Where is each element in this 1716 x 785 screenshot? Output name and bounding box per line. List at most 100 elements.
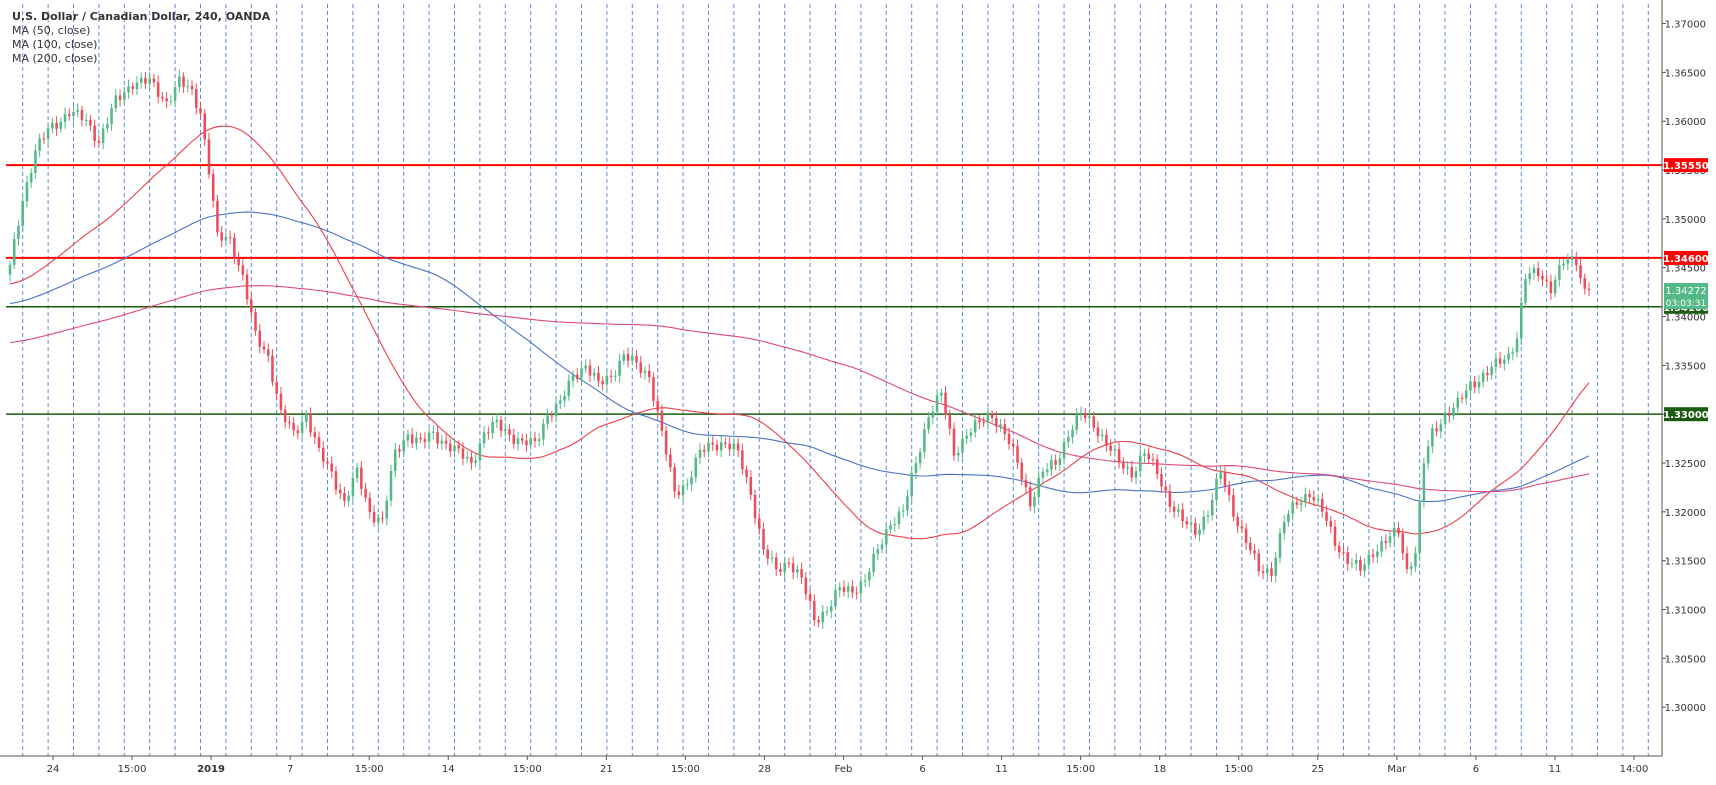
candle <box>1041 467 1045 485</box>
candle-body <box>207 139 211 175</box>
candle <box>423 432 427 449</box>
candle <box>8 260 12 282</box>
candle <box>499 415 503 438</box>
candle-body <box>182 76 185 87</box>
candle <box>262 341 266 354</box>
candle <box>1342 545 1345 557</box>
candle-body <box>1397 527 1400 534</box>
candle-body <box>1350 563 1354 565</box>
candle-body <box>732 443 736 450</box>
candle-body <box>317 437 321 448</box>
candle <box>186 79 190 93</box>
candle <box>211 168 215 208</box>
candle-body <box>1189 522 1193 525</box>
candle-body <box>897 511 901 525</box>
candle <box>224 232 228 246</box>
candle <box>1473 375 1476 394</box>
candle-body <box>1155 459 1159 475</box>
time-axis: 24 15:00 2019 7 15:00 14 15:00 21 15:00 28 Feb 6 11 1… <box>0 755 1662 775</box>
candle <box>385 495 389 526</box>
candle <box>275 377 278 401</box>
candle-body <box>1414 553 1417 567</box>
candle-body <box>529 438 532 446</box>
candle-body <box>470 456 473 463</box>
candle-body <box>745 469 748 477</box>
candle-body <box>702 449 706 452</box>
candle-body <box>1507 353 1510 360</box>
candle-body <box>995 417 998 427</box>
candle-body <box>427 432 431 442</box>
candle-body <box>834 590 837 607</box>
candle <box>1405 546 1409 574</box>
candle-body <box>123 92 126 100</box>
candle <box>1452 402 1455 420</box>
candle-body <box>690 477 693 485</box>
candle <box>508 423 511 442</box>
candle-body <box>512 434 516 444</box>
candle <box>1409 562 1413 576</box>
candle-body <box>643 370 647 373</box>
candle <box>821 604 825 629</box>
candle-body <box>656 400 659 411</box>
candle <box>995 411 998 434</box>
candle <box>169 94 173 106</box>
candle <box>906 489 909 517</box>
candle <box>1282 515 1286 540</box>
candle <box>1139 449 1142 476</box>
candle-body <box>1185 520 1189 525</box>
candle <box>791 556 795 580</box>
candle-body <box>1376 551 1379 557</box>
candle <box>504 422 507 437</box>
candle <box>694 453 698 483</box>
candle <box>406 429 410 447</box>
candle <box>89 114 92 132</box>
candle <box>288 415 291 429</box>
candle <box>660 404 664 437</box>
candle <box>605 369 609 390</box>
candle <box>334 466 338 495</box>
candle-body <box>465 456 469 459</box>
candle <box>724 437 727 449</box>
candle-body <box>343 493 346 501</box>
candle-body <box>719 442 723 451</box>
candle-body <box>1333 526 1337 546</box>
candle-body <box>1316 499 1320 501</box>
candle-body <box>804 577 808 595</box>
session-lines <box>22 4 1649 756</box>
candle <box>131 82 135 95</box>
candle <box>432 425 435 440</box>
candle <box>893 517 897 532</box>
candle-body <box>381 517 384 519</box>
candle-body <box>1515 338 1519 353</box>
candle-body <box>1075 414 1079 430</box>
candle <box>838 582 841 598</box>
price-tick-label: 1.31500 <box>1665 557 1706 568</box>
candle <box>1435 421 1438 437</box>
candle-body <box>1215 478 1218 500</box>
candle-body <box>546 415 549 424</box>
candle <box>635 350 638 370</box>
level-price-tag-label: 1.35550 <box>1663 161 1709 172</box>
candle <box>106 117 109 133</box>
ma100-line <box>9 211 1590 503</box>
candle-body <box>914 463 918 473</box>
candle <box>914 456 918 480</box>
candle-body <box>241 265 245 275</box>
time-tick-label: 14:00 <box>1620 764 1649 775</box>
candle-body <box>1321 499 1324 512</box>
candle <box>1274 551 1278 583</box>
candle-body <box>1270 568 1273 576</box>
candle-body <box>821 611 825 623</box>
candle <box>1397 521 1400 538</box>
candle <box>296 425 300 440</box>
time-tick-label: Mar <box>1387 764 1407 775</box>
candle-body <box>51 122 54 129</box>
candle <box>1464 383 1468 405</box>
candle-body <box>1134 471 1138 478</box>
candle <box>461 442 465 466</box>
candle <box>207 132 211 179</box>
candle-body <box>29 172 33 183</box>
candle-body <box>1096 427 1100 437</box>
candle-body <box>1160 474 1163 487</box>
candle-body <box>309 414 312 433</box>
